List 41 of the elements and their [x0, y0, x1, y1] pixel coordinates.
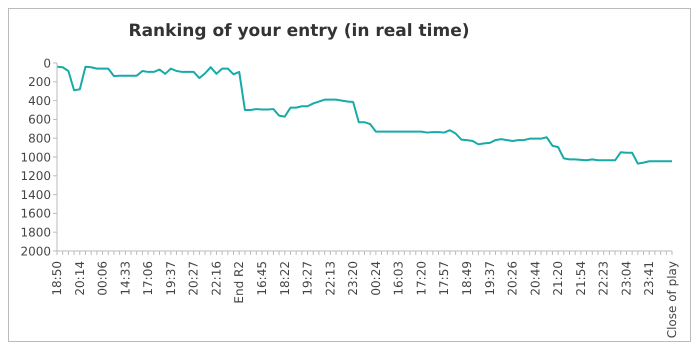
x-tick-label: 23:20 [346, 261, 360, 296]
x-tick-label: 19:27 [300, 261, 315, 296]
x-tick-label: 20:27 [186, 261, 201, 296]
y-tick-label: 1000 [20, 150, 51, 164]
y-tick-label: 1200 [20, 169, 51, 184]
x-tick-label: 22:16 [209, 261, 224, 296]
y-tick-label: 1800 [20, 225, 51, 240]
x-tick-label: 16:45 [255, 261, 269, 296]
x-tick-label: 16:03 [392, 261, 406, 296]
x-tick-label: 21:20 [551, 261, 566, 296]
x-tick-label: 17:57 [437, 261, 452, 296]
x-tick-label: 14:33 [118, 261, 132, 296]
y-tick-label: 2000 [20, 244, 51, 258]
x-tick-label: 17:06 [141, 261, 156, 296]
x-tick-label: 22:13 [323, 261, 338, 296]
chart-title: Ranking of your entry (in real time) [127, 21, 470, 41]
y-tick-label: 400 [28, 94, 51, 108]
y-tick-label: 600 [28, 112, 51, 127]
y-tick-label: 1400 [20, 188, 51, 202]
x-tick-label: 20:44 [528, 261, 542, 296]
x-tick-label: 18:50 [50, 261, 64, 296]
x-tick-label: 00:06 [96, 261, 110, 296]
y-tick-label: 200 [28, 75, 51, 90]
y-tick-label: 800 [28, 131, 51, 146]
x-tick-label: 19:37 [164, 261, 178, 296]
x-tick-label: Close of play [665, 261, 679, 338]
x-tick-label: 22:23 [596, 261, 611, 296]
x-tick-label: 23:41 [642, 261, 656, 296]
x-tick-label: 18:22 [278, 261, 292, 296]
line-series [56, 66, 673, 165]
x-tick-label: 19:37 [482, 261, 497, 296]
x-tick-label: 23:04 [619, 261, 634, 296]
x-tick-label: 17:20 [414, 261, 428, 296]
x-tick-label: 00:24 [368, 261, 383, 296]
x-tick-label: 20:14 [72, 261, 87, 296]
y-tick-label: 0 [43, 56, 51, 70]
x-tick-label: 18:49 [460, 261, 474, 296]
x-tick-label: End R2 [232, 261, 246, 304]
x-tick-label: 21:54 [574, 261, 588, 296]
x-tick-label: 20:26 [506, 261, 520, 296]
y-tick-label: 1600 [20, 206, 51, 221]
